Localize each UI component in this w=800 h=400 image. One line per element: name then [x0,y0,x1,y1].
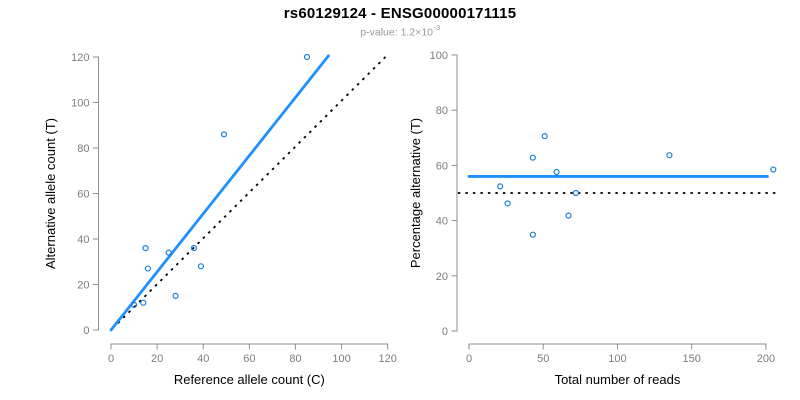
x-axis-title: Total number of reads [555,372,681,387]
p-value-subtitle: p-value: 1.2×10-3 [0,23,800,39]
y-tick-label: 100 [71,98,89,110]
p-value-base: 10 [421,26,434,39]
data-point [142,245,149,252]
y-tick-label: 120 [71,52,89,64]
data-point [529,231,536,238]
data-point [770,166,777,173]
data-point [165,249,172,256]
y-tick-label: 20 [77,280,89,292]
data-point [666,152,673,159]
x-tick-label: 100 [332,353,350,365]
x-tick-label: 50 [537,353,549,365]
y-axis-title: Percentage alternative (T) [408,118,423,268]
data-point [303,53,311,61]
right-plot: 0 20 40 60 80 100 0 50 100 150 200 Total number of … [408,50,778,387]
data-point [197,263,205,270]
data-point [172,292,179,299]
data-point [553,168,560,176]
data-point [220,131,228,138]
x-tick-label: 150 [682,353,700,365]
y-tick-label: 20 [436,271,448,283]
y-tick-label: 0 [442,326,448,338]
y-tick-label: 80 [77,143,89,155]
x-tick-label: 120 [379,353,397,365]
x-tick-label: 40 [197,353,209,365]
y-tick-label: 40 [77,234,89,246]
y-tick-label: 0 [83,325,89,337]
y-tick-label: 60 [77,189,89,201]
x-tick-label: 80 [289,353,301,365]
data-point [529,154,536,161]
reference-dotted-line [117,54,389,324]
data-point [190,245,198,252]
y-tick-label: 40 [436,216,448,228]
x-tick-label: 20 [151,353,163,365]
data-point [130,301,138,309]
x-axis-title: Reference allele count (C) [174,372,325,387]
figure-title: rs60129124 - ENSG00000171115 [283,5,517,22]
x-tick-label: 0 [108,353,114,365]
data-point [504,200,511,207]
data-point [541,133,548,140]
p-value-prefix: p-value: [360,26,401,39]
data-point [565,212,572,219]
p-value-exponent: -3 [433,23,441,32]
left-plot: 0 20 40 60 80 100 120 0 20 40 60 80 100 120 Reference … [43,52,397,387]
x-tick-label: 100 [608,353,626,365]
x-tick-label: 0 [466,353,472,365]
data-point [572,189,579,197]
x-tick-label: 200 [757,353,775,365]
data-point [144,265,151,272]
y-tick-label: 100 [430,50,448,62]
y-tick-label: 80 [436,105,448,117]
fit-line [109,54,330,332]
y-axis-title: Alternative allele count (T) [43,118,58,269]
x-tick-label: 60 [243,353,255,365]
multiply-sign: × [415,26,422,39]
data-point [140,299,147,306]
y-tick-label: 60 [436,160,448,172]
data-point [497,183,504,190]
p-value-mantissa: 1.2 [400,26,416,39]
